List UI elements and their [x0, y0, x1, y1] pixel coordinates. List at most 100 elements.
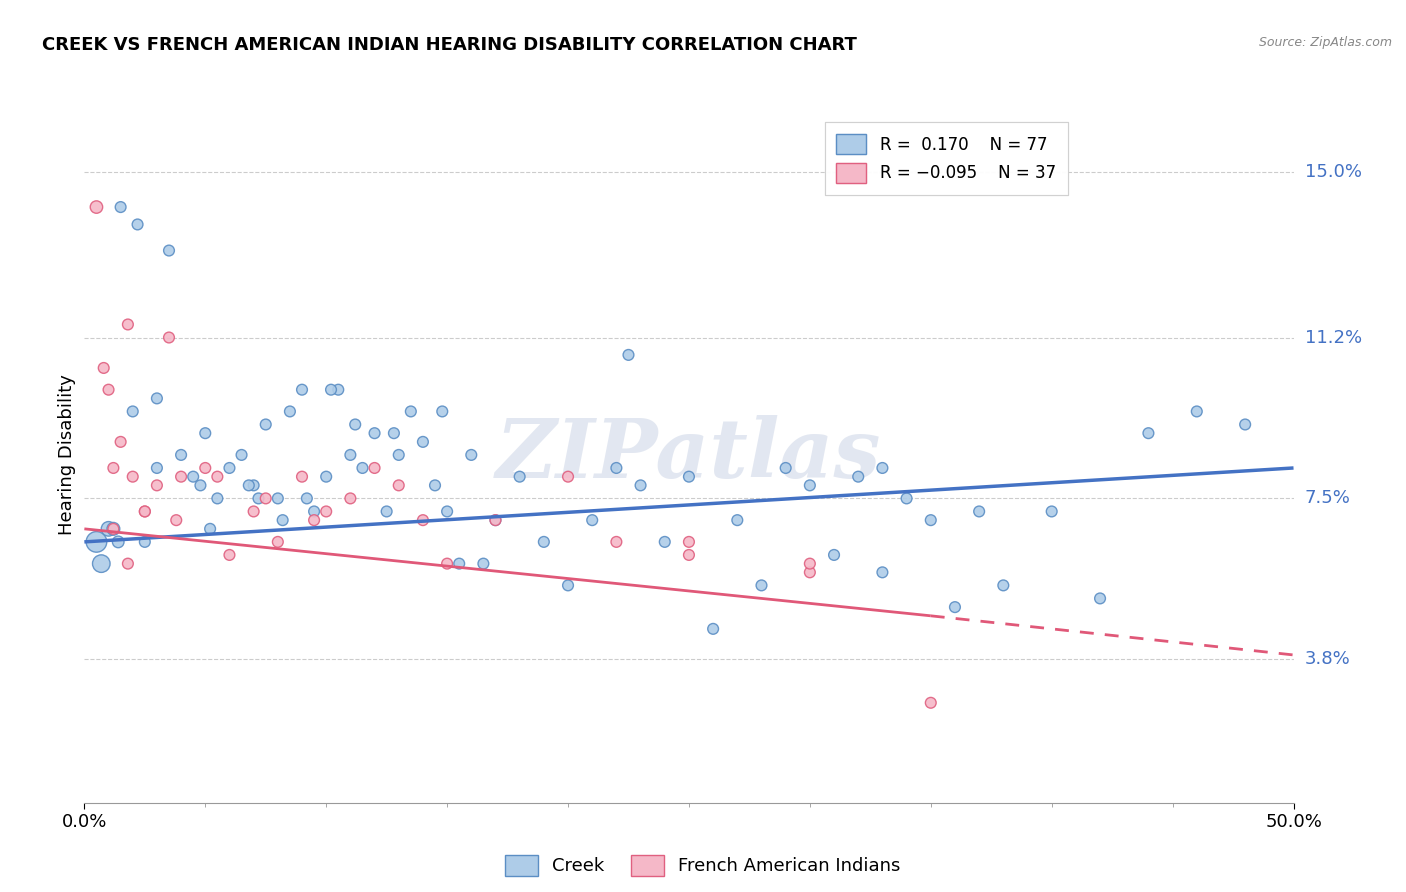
Point	[157, 330, 180, 344]
Point	[775, 461, 797, 475]
Point	[242, 478, 264, 492]
Point	[315, 504, 337, 518]
Point	[557, 469, 579, 483]
Point	[291, 383, 314, 397]
Point	[170, 469, 193, 483]
Point	[509, 469, 531, 483]
Point	[799, 478, 821, 492]
Point	[432, 404, 454, 418]
Point	[207, 491, 229, 506]
Point	[103, 461, 125, 475]
Point	[146, 461, 169, 475]
Point	[231, 448, 253, 462]
Point	[134, 534, 156, 549]
Point	[278, 404, 301, 418]
Point	[117, 318, 139, 332]
Point	[302, 504, 325, 518]
Point	[134, 504, 156, 518]
Point	[339, 448, 361, 462]
Point	[678, 469, 700, 483]
Point	[121, 469, 143, 483]
Point	[423, 478, 446, 492]
Point	[165, 513, 187, 527]
Point	[678, 534, 700, 549]
Point	[484, 513, 506, 527]
Point	[134, 504, 156, 518]
Point	[605, 534, 627, 549]
Point	[146, 478, 169, 492]
Point	[630, 478, 652, 492]
Point	[896, 491, 918, 506]
Point	[93, 361, 115, 376]
Point	[472, 557, 495, 571]
Point	[449, 557, 471, 571]
Point	[254, 491, 277, 506]
Text: ZIPatlas: ZIPatlas	[496, 415, 882, 495]
Legend: R =  0.170    N = 77, R = −0.095    N = 37: R = 0.170 N = 77, R = −0.095 N = 37	[825, 122, 1067, 194]
Text: Source: ZipAtlas.com: Source: ZipAtlas.com	[1258, 36, 1392, 49]
Point	[194, 426, 217, 441]
Point	[97, 522, 120, 536]
Point	[242, 504, 264, 518]
Point	[872, 566, 894, 580]
Point	[823, 548, 845, 562]
Point	[181, 469, 204, 483]
Point	[1137, 426, 1160, 441]
Point	[146, 392, 169, 406]
Y-axis label: Hearing Disability: Hearing Disability	[58, 375, 76, 535]
Point	[103, 522, 125, 536]
Point	[86, 534, 108, 549]
Point	[725, 513, 748, 527]
Point	[127, 218, 149, 232]
Point	[799, 566, 821, 580]
Point	[967, 504, 990, 518]
Point	[1040, 504, 1063, 518]
Point	[315, 469, 337, 483]
Text: CREEK VS FRENCH AMERICAN INDIAN HEARING DISABILITY CORRELATION CHART: CREEK VS FRENCH AMERICAN INDIAN HEARING …	[42, 36, 858, 54]
Point	[382, 426, 405, 441]
Point	[218, 461, 240, 475]
Point	[678, 548, 700, 562]
Point	[352, 461, 374, 475]
Point	[295, 491, 318, 506]
Point	[363, 461, 385, 475]
Text: 15.0%: 15.0%	[1305, 163, 1361, 181]
Point	[872, 461, 894, 475]
Point	[247, 491, 270, 506]
Point	[86, 200, 108, 214]
Point	[302, 513, 325, 527]
Point	[291, 469, 314, 483]
Point	[412, 434, 434, 449]
Text: 11.2%: 11.2%	[1305, 328, 1362, 346]
Point	[943, 600, 966, 615]
Text: 3.8%: 3.8%	[1305, 650, 1350, 668]
Point	[194, 461, 217, 475]
Point	[117, 557, 139, 571]
Point	[460, 448, 482, 462]
Point	[328, 383, 350, 397]
Point	[557, 578, 579, 592]
Point	[993, 578, 1015, 592]
Point	[920, 696, 942, 710]
Point	[157, 244, 180, 258]
Point	[605, 461, 627, 475]
Point	[198, 522, 221, 536]
Point	[110, 434, 132, 449]
Point	[1185, 404, 1208, 418]
Point	[271, 513, 294, 527]
Point	[238, 478, 260, 492]
Point	[533, 534, 555, 549]
Point	[121, 404, 143, 418]
Point	[170, 448, 193, 462]
Point	[436, 557, 458, 571]
Point	[1088, 591, 1111, 606]
Point	[254, 417, 277, 432]
Point	[412, 513, 434, 527]
Point	[190, 478, 212, 492]
Point	[484, 513, 506, 527]
Point	[267, 491, 290, 506]
Point	[388, 448, 411, 462]
Point	[1234, 417, 1257, 432]
Point	[799, 557, 821, 571]
Point	[702, 622, 724, 636]
